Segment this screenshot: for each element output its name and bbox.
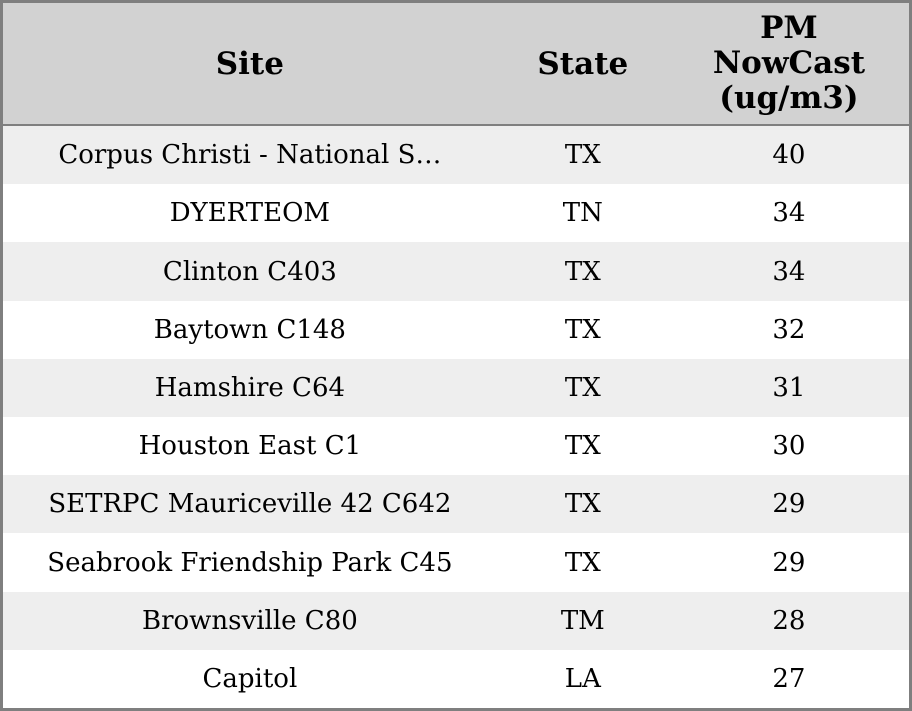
state-cell: TM	[560, 605, 605, 636]
pm-cell: 29	[772, 489, 806, 520]
pm-cell: 32	[772, 314, 806, 345]
table-row: SETRPC Mauriceville 42 C642 TX 29	[3, 475, 909, 534]
pm-cell: 34	[772, 198, 806, 229]
site-cell: Capitol	[202, 663, 298, 694]
state-cell: TX	[564, 431, 601, 462]
pm-cell: 40	[772, 140, 806, 171]
pm-cell: 34	[772, 256, 806, 287]
site-cell: SETRPC Mauriceville 42 C642	[48, 489, 452, 520]
pm-cell: 27	[772, 663, 806, 694]
site-cell: Baytown C148	[153, 314, 346, 345]
column-header-pm-line-2: NowCast	[712, 45, 866, 82]
state-cell: TX	[564, 547, 601, 578]
pm-cell: 30	[772, 431, 806, 462]
table-row: DYERTEOM TN 34	[3, 184, 909, 243]
site-cell: Seabrook Friendship Park C45	[47, 547, 453, 578]
table-row: Baytown C148 TX 32	[3, 300, 909, 359]
site-cell: Corpus Christi - National S…	[58, 140, 442, 171]
site-cell: Brownsville C80	[141, 605, 358, 636]
table-body: Corpus Christi - National S… TX 40 DYERT…	[3, 126, 909, 709]
column-header-pm-line-1: PM	[760, 10, 818, 47]
pm-cell: 29	[772, 547, 806, 578]
table-row: Houston East C1 TX 30	[3, 417, 909, 476]
state-cell: TX	[564, 372, 601, 403]
table-row: Corpus Christi - National S… TX 40	[3, 126, 909, 185]
pm-cell: 28	[772, 605, 806, 636]
table-row: Clinton C403 TX 34	[3, 242, 909, 301]
site-cell: Clinton C403	[162, 256, 337, 287]
column-header-state: State	[537, 45, 629, 82]
column-header-site: Site	[215, 45, 284, 82]
column-header-pm-line-3: (ug/m3)	[719, 79, 859, 116]
site-cell: DYERTEOM	[169, 198, 331, 229]
table-row: Capitol LA 27	[3, 649, 909, 709]
state-cell: TX	[564, 489, 601, 520]
state-cell: TX	[564, 314, 601, 345]
state-cell: LA	[564, 663, 601, 694]
state-cell: TN	[562, 198, 603, 229]
site-cell: Houston East C1	[138, 431, 362, 462]
table-header-row: Site State PM NowCast (ug/m3)	[3, 3, 909, 126]
column-header-pm-nowcast: PM NowCast (ug/m3)	[669, 11, 909, 115]
table-row: Seabrook Friendship Park C45 TX 29	[3, 533, 909, 592]
table-row: Brownsville C80 TM 28	[3, 591, 909, 650]
state-cell: TX	[564, 256, 601, 287]
state-cell: TX	[564, 140, 601, 171]
table-row: Hamshire C64 TX 31	[3, 358, 909, 418]
pm-cell: 31	[772, 372, 806, 403]
site-cell: Hamshire C64	[154, 372, 346, 403]
